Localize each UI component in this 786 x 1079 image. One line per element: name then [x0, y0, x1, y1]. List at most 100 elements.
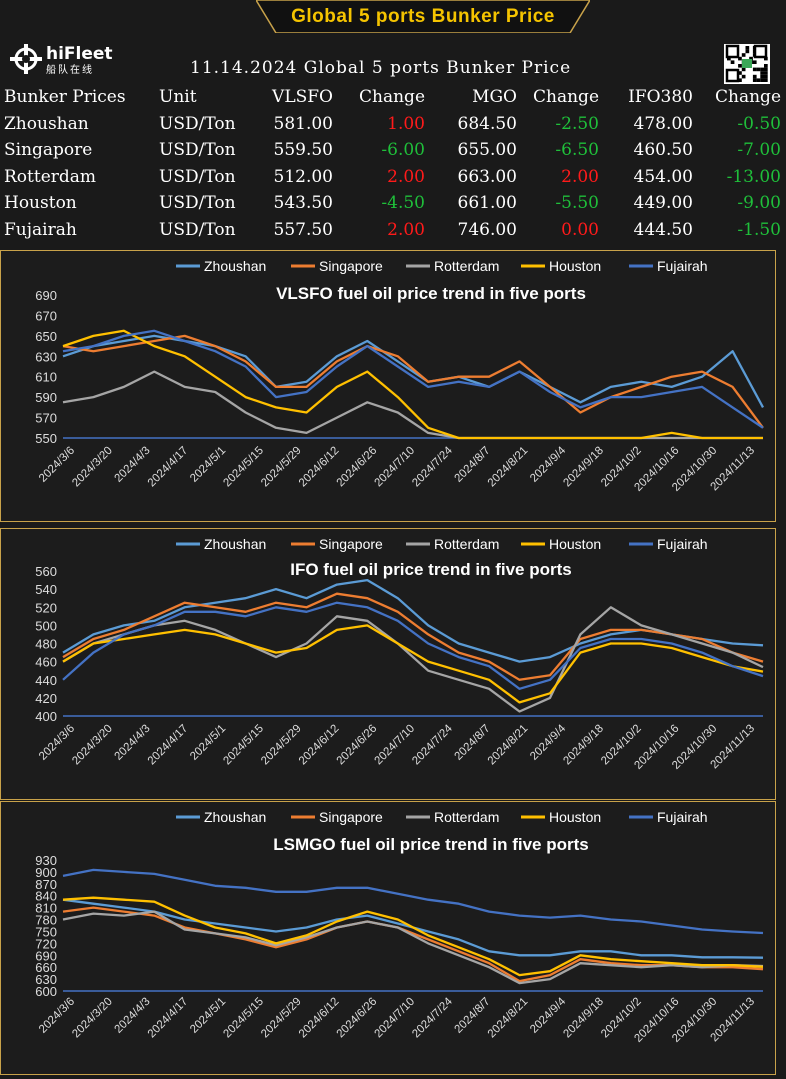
change-cell: -9.00 — [737, 193, 781, 214]
y-tick-label: 540 — [35, 582, 57, 597]
legend-label: Rotterdam — [434, 258, 499, 274]
y-tick-label: 520 — [35, 600, 57, 615]
change-cell: 2.00 — [387, 166, 425, 187]
change-cell: -6.50 — [555, 140, 599, 161]
change-cell: -0.50 — [737, 113, 781, 134]
y-tick-label: 870 — [35, 877, 57, 892]
legend-entry: Houston — [521, 536, 601, 552]
table-header-cell: VLSFO — [272, 87, 333, 108]
table-cell: Fujairah — [4, 219, 77, 240]
table-header-cell: Bunker Prices — [4, 87, 126, 108]
logo-name: hiFleet — [46, 44, 113, 64]
banner-title: Global 5 ports Bunker Price — [291, 6, 555, 27]
x-tick-label: 2024/6/26 — [335, 996, 380, 1041]
legend-label: Zhoushan — [204, 809, 266, 825]
table-header-cell: Change — [359, 87, 425, 108]
table-cell: 444.50 — [633, 219, 693, 240]
ifo-chart: 4004204404604805005205405602024/3/62024/… — [35, 536, 764, 772]
vlsfo-chart: 5505705906106306506706902024/3/62024/3/2… — [35, 258, 765, 494]
x-tick-label: 2024/7/24 — [410, 722, 455, 767]
ifo-chart-panel: 400 420 440 460 480 500 520 540 560 2024/3/6 2024/… — [0, 528, 776, 800]
x-tick-label: 2024/6/26 — [335, 723, 380, 768]
legend-label: Singapore — [319, 536, 383, 552]
x-tick-label: 2024/8/21 — [486, 723, 531, 768]
change-cell: -5.50 — [555, 193, 599, 214]
series-line-rotterdam — [62, 606, 764, 713]
y-tick-label: 600 — [35, 984, 57, 999]
change-cell: 2.00 — [387, 219, 425, 240]
table-cell: USD/Ton — [159, 193, 236, 214]
y-tick-label: 610 — [35, 370, 57, 385]
x-tick-label: 2024/6/12 — [297, 723, 342, 768]
table-row: Fujairah USD/Ton 557.50 2.00 746.00 0.00 444.5… — [0, 217, 781, 244]
x-tick-label: 2024/7/10 — [372, 996, 417, 1041]
hifleet-logo: hiFleet 船队在线 — [10, 44, 120, 76]
y-tick-label: 630 — [35, 349, 57, 364]
legend-label: Rotterdam — [434, 809, 499, 825]
table-cell: 684.50 — [457, 113, 517, 134]
series-line-rotterdam — [62, 910, 764, 985]
x-tick-label: 2024/5/15 — [221, 723, 266, 768]
series-line-singapore — [62, 334, 764, 429]
y-tick-label: 930 — [35, 853, 57, 868]
change-cell: -13.00 — [726, 166, 781, 187]
change-cell: 0.00 — [561, 219, 599, 240]
legend-label: Singapore — [319, 809, 383, 825]
table-cell: 559.50 — [273, 140, 333, 161]
x-tick-label: 2024/4/17 — [146, 996, 191, 1041]
y-tick-label: 660 — [35, 960, 57, 975]
x-tick-label: 2024/9/18 — [561, 996, 606, 1041]
table-row: Singapore USD/Ton 559.50 -6.00 655.00 -6.50 46… — [0, 137, 781, 164]
table-header-row: Bunker Prices Unit VLSFO Change MGO Change IFO… — [0, 84, 781, 111]
legend-label: Zhoushan — [204, 536, 266, 552]
y-tick-label: 690 — [35, 288, 57, 303]
legend-label: Houston — [549, 258, 601, 274]
series-line-singapore — [62, 592, 764, 681]
x-tick-label: 2024/9/18 — [561, 445, 606, 490]
table-cell: 655.00 — [457, 140, 517, 161]
table-header-cell: Change — [533, 87, 599, 108]
series-line-fujairah — [62, 329, 764, 429]
x-tick-label: 2024/7/24 — [410, 995, 455, 1040]
y-tick-label: 650 — [35, 329, 57, 344]
x-tick-label: 2024/5/15 — [221, 996, 266, 1041]
change-cell: -6.00 — [381, 140, 425, 161]
legend-label: Zhoushan — [204, 258, 266, 274]
table-row: Houston USD/Ton 543.50 -4.50 661.00 -5.50 449.… — [0, 190, 781, 217]
x-tick-label: 2024/3/20 — [70, 723, 115, 768]
x-tick-label: 2024/5/29 — [259, 723, 304, 768]
y-tick-label: 440 — [35, 673, 57, 688]
x-tick-label: 2024/7/10 — [372, 723, 417, 768]
legend-entry: Singapore — [291, 809, 383, 825]
y-tick-label: 560 — [35, 564, 57, 579]
change-cell: 2.00 — [561, 166, 599, 187]
x-tick-label: 2024/6/12 — [297, 996, 342, 1041]
report-subtitle: 11.14.2024 Global 5 ports Bunker Price — [190, 58, 572, 78]
x-tick-label: 2024/5/29 — [259, 445, 304, 490]
table-cell: USD/Ton — [159, 166, 236, 187]
table-cell: 581.00 — [273, 113, 333, 134]
banner-shape — [256, 0, 590, 33]
table-row: Rotterdam USD/Ton 512.00 2.00 663.00 2.00 454.… — [0, 164, 781, 191]
table-cell: Zhoushan — [4, 113, 89, 134]
table-cell: 543.50 — [273, 193, 333, 214]
x-tick-label: 2024/6/12 — [297, 445, 342, 490]
vlsfo-chart-panel: 550 570 590 610 630 650 670 690 2024/3/6 2024/3/2… — [0, 250, 776, 522]
y-tick-label: 420 — [35, 691, 57, 706]
table-cell: 663.00 — [457, 166, 517, 187]
y-tick-label: 630 — [35, 972, 57, 987]
y-tick-label: 720 — [35, 936, 57, 951]
legend-entry: Rotterdam — [406, 809, 499, 825]
qr-code-icon — [724, 44, 770, 84]
table-cell: Singapore — [4, 140, 93, 161]
table-cell: 661.00 — [457, 193, 517, 214]
legend-entry: Rotterdam — [406, 536, 499, 552]
x-tick-label: 2024/3/20 — [70, 996, 115, 1041]
change-cell: 1.00 — [387, 113, 425, 134]
series-line-zhoushan — [62, 334, 765, 408]
y-tick-label: 500 — [35, 618, 57, 633]
y-tick-label: 810 — [35, 901, 57, 916]
legend-label: Singapore — [319, 258, 383, 274]
legend-entry: Fujairah — [629, 258, 708, 274]
